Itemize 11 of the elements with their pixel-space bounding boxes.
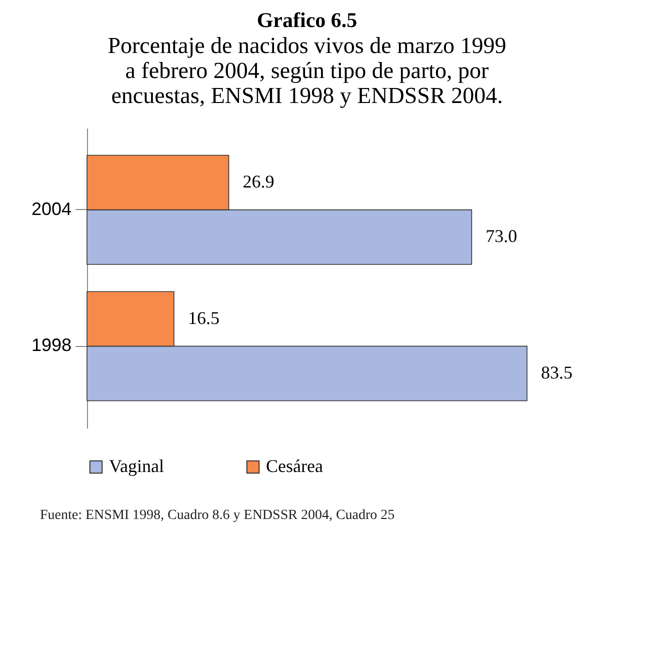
chart-subtitle: Porcentaje de nacidos vivos de marzo 1999 a febrero 2004, según tipo de parto, por encuestas, ENSMI 1998 y ENDSSR 2004. bbox=[108, 33, 506, 108]
y-tick-label: 2004 bbox=[31, 198, 72, 219]
legend-label: Cesárea bbox=[266, 456, 323, 476]
source-note: Fuente: ENSMI 1998, Cuadro 8.6 y ENDSSR 2004, Cuadro 25 bbox=[40, 508, 396, 524]
y-tick-label: 1998 bbox=[31, 335, 72, 356]
data-label: 26.9 bbox=[242, 172, 274, 192]
data-label: 16.5 bbox=[188, 308, 220, 328]
chart-title: Grafico 6.5 bbox=[256, 8, 358, 32]
legend-label: Vaginal bbox=[109, 456, 164, 476]
data-label: 73.0 bbox=[486, 226, 518, 246]
data-label: 83.5 bbox=[541, 362, 572, 382]
